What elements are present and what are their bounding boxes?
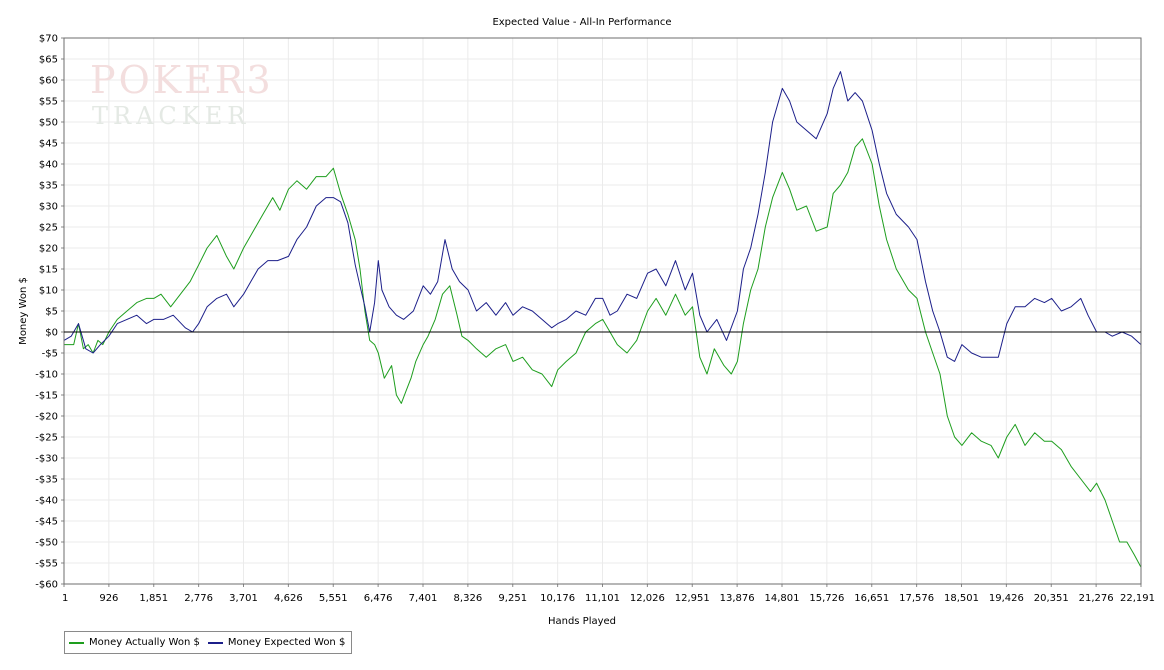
x-tick-label: 13,876: [720, 593, 755, 604]
x-tick-label: 12,026: [630, 593, 665, 604]
x-tick-label: 20,351: [1034, 593, 1069, 604]
axes: [61, 37, 1142, 587]
y-tick-label: -$50: [35, 538, 58, 549]
legend-label-actual: Money Actually Won $: [89, 637, 200, 648]
y-tick-label: -$35: [35, 475, 58, 486]
legend: Money Actually Won $ Money Expected Won …: [64, 631, 353, 654]
x-tick-label: 1: [62, 593, 68, 604]
y-tick-label: $10: [39, 286, 58, 297]
y-tick-label: -$20: [35, 412, 58, 423]
plot-border: [63, 37, 1142, 585]
grid: [63, 37, 1142, 585]
y-tick-label: -$25: [35, 433, 58, 444]
x-tick-label: 2,776: [184, 593, 213, 604]
y-tick-label: -$45: [35, 517, 58, 528]
y-tick-labels: $70 $65 $60 $55 $50 $45 $40 $35 $30 $25 $20 $15 $10 $…: [35, 34, 58, 591]
y-tick-label: $30: [39, 202, 58, 213]
y-tick-label: $50: [39, 118, 58, 129]
y-tick-label: $45: [39, 139, 58, 150]
y-tick-label: $35: [39, 181, 58, 192]
x-tick-label: 17,576: [899, 593, 934, 604]
y-tick-label: -$55: [35, 559, 58, 570]
x-tick-label: 18,501: [944, 593, 979, 604]
x-tick-label: 21,276: [1079, 593, 1114, 604]
x-tick-label: 5,551: [319, 593, 348, 604]
x-tick-labels: 1 926 1,851 2,776 3,701 4,626 5,551 6,476 7,401 8…: [62, 593, 1155, 604]
x-tick-label: 10,176: [540, 593, 575, 604]
y-tick-label: $15: [39, 265, 58, 276]
y-tick-label: $60: [39, 76, 58, 87]
x-tick-label: 4,626: [274, 593, 303, 604]
x-tick-label: 8,326: [454, 593, 483, 604]
x-tick-label: 1,851: [139, 593, 168, 604]
x-tick-label: 15,726: [809, 593, 844, 604]
x-tick-label: 7,401: [409, 593, 438, 604]
y-tick-label: $65: [39, 55, 58, 66]
watermark-line-2: TRACKER: [92, 102, 250, 130]
x-tick-label: 6,476: [364, 593, 393, 604]
y-tick-label: $25: [39, 223, 58, 234]
y-tick-label: -$10: [35, 370, 58, 381]
y-tick-label: -$15: [35, 391, 58, 402]
x-tick-label: 9,251: [498, 593, 527, 604]
x-tick-label: 19,426: [989, 593, 1024, 604]
series-line-money-actually-won: [64, 138, 1142, 568]
x-tick-label: 14,801: [765, 593, 800, 604]
y-tick-label: $5: [45, 307, 58, 318]
pokertracker-watermark-logo: POKER3 TRACKER: [90, 58, 274, 130]
legend-swatch-expected: [207, 641, 223, 644]
y-tick-label: $70: [39, 34, 58, 45]
legend-label-expected: Money Expected Won $: [227, 637, 346, 648]
chart-title: Expected Value - All-In Performance: [492, 17, 671, 28]
watermark-line-1: POKER3: [90, 58, 274, 102]
x-tick-label: 12,951: [675, 593, 710, 604]
x-tick-label: 926: [99, 593, 118, 604]
y-tick-label: -$40: [35, 496, 58, 507]
x-tick-label: 11,101: [585, 593, 620, 604]
y-tick-label: -$30: [35, 454, 58, 465]
y-tick-label: -$60: [35, 580, 58, 591]
legend-item-actual: Money Actually Won $: [69, 637, 200, 648]
series-lines: [63, 71, 1142, 568]
y-tick-label: $20: [39, 244, 58, 255]
y-tick-label: $55: [39, 97, 58, 108]
x-tick-label: 3,701: [229, 593, 258, 604]
y-tick-label: -$5: [42, 349, 58, 360]
legend-swatch-actual: [69, 641, 84, 644]
y-tick-label: $0: [45, 328, 58, 339]
series-line-money-expected-won: [63, 71, 1142, 362]
legend-item-expected: Money Expected Won $: [207, 637, 346, 648]
y-tick-label: $40: [39, 160, 58, 171]
x-axis-title: Hands Played: [548, 616, 616, 627]
x-tick-label: 22,191: [1120, 593, 1155, 604]
y-axis-title: Money Won $: [18, 277, 29, 345]
x-tick-label: 16,651: [854, 593, 889, 604]
